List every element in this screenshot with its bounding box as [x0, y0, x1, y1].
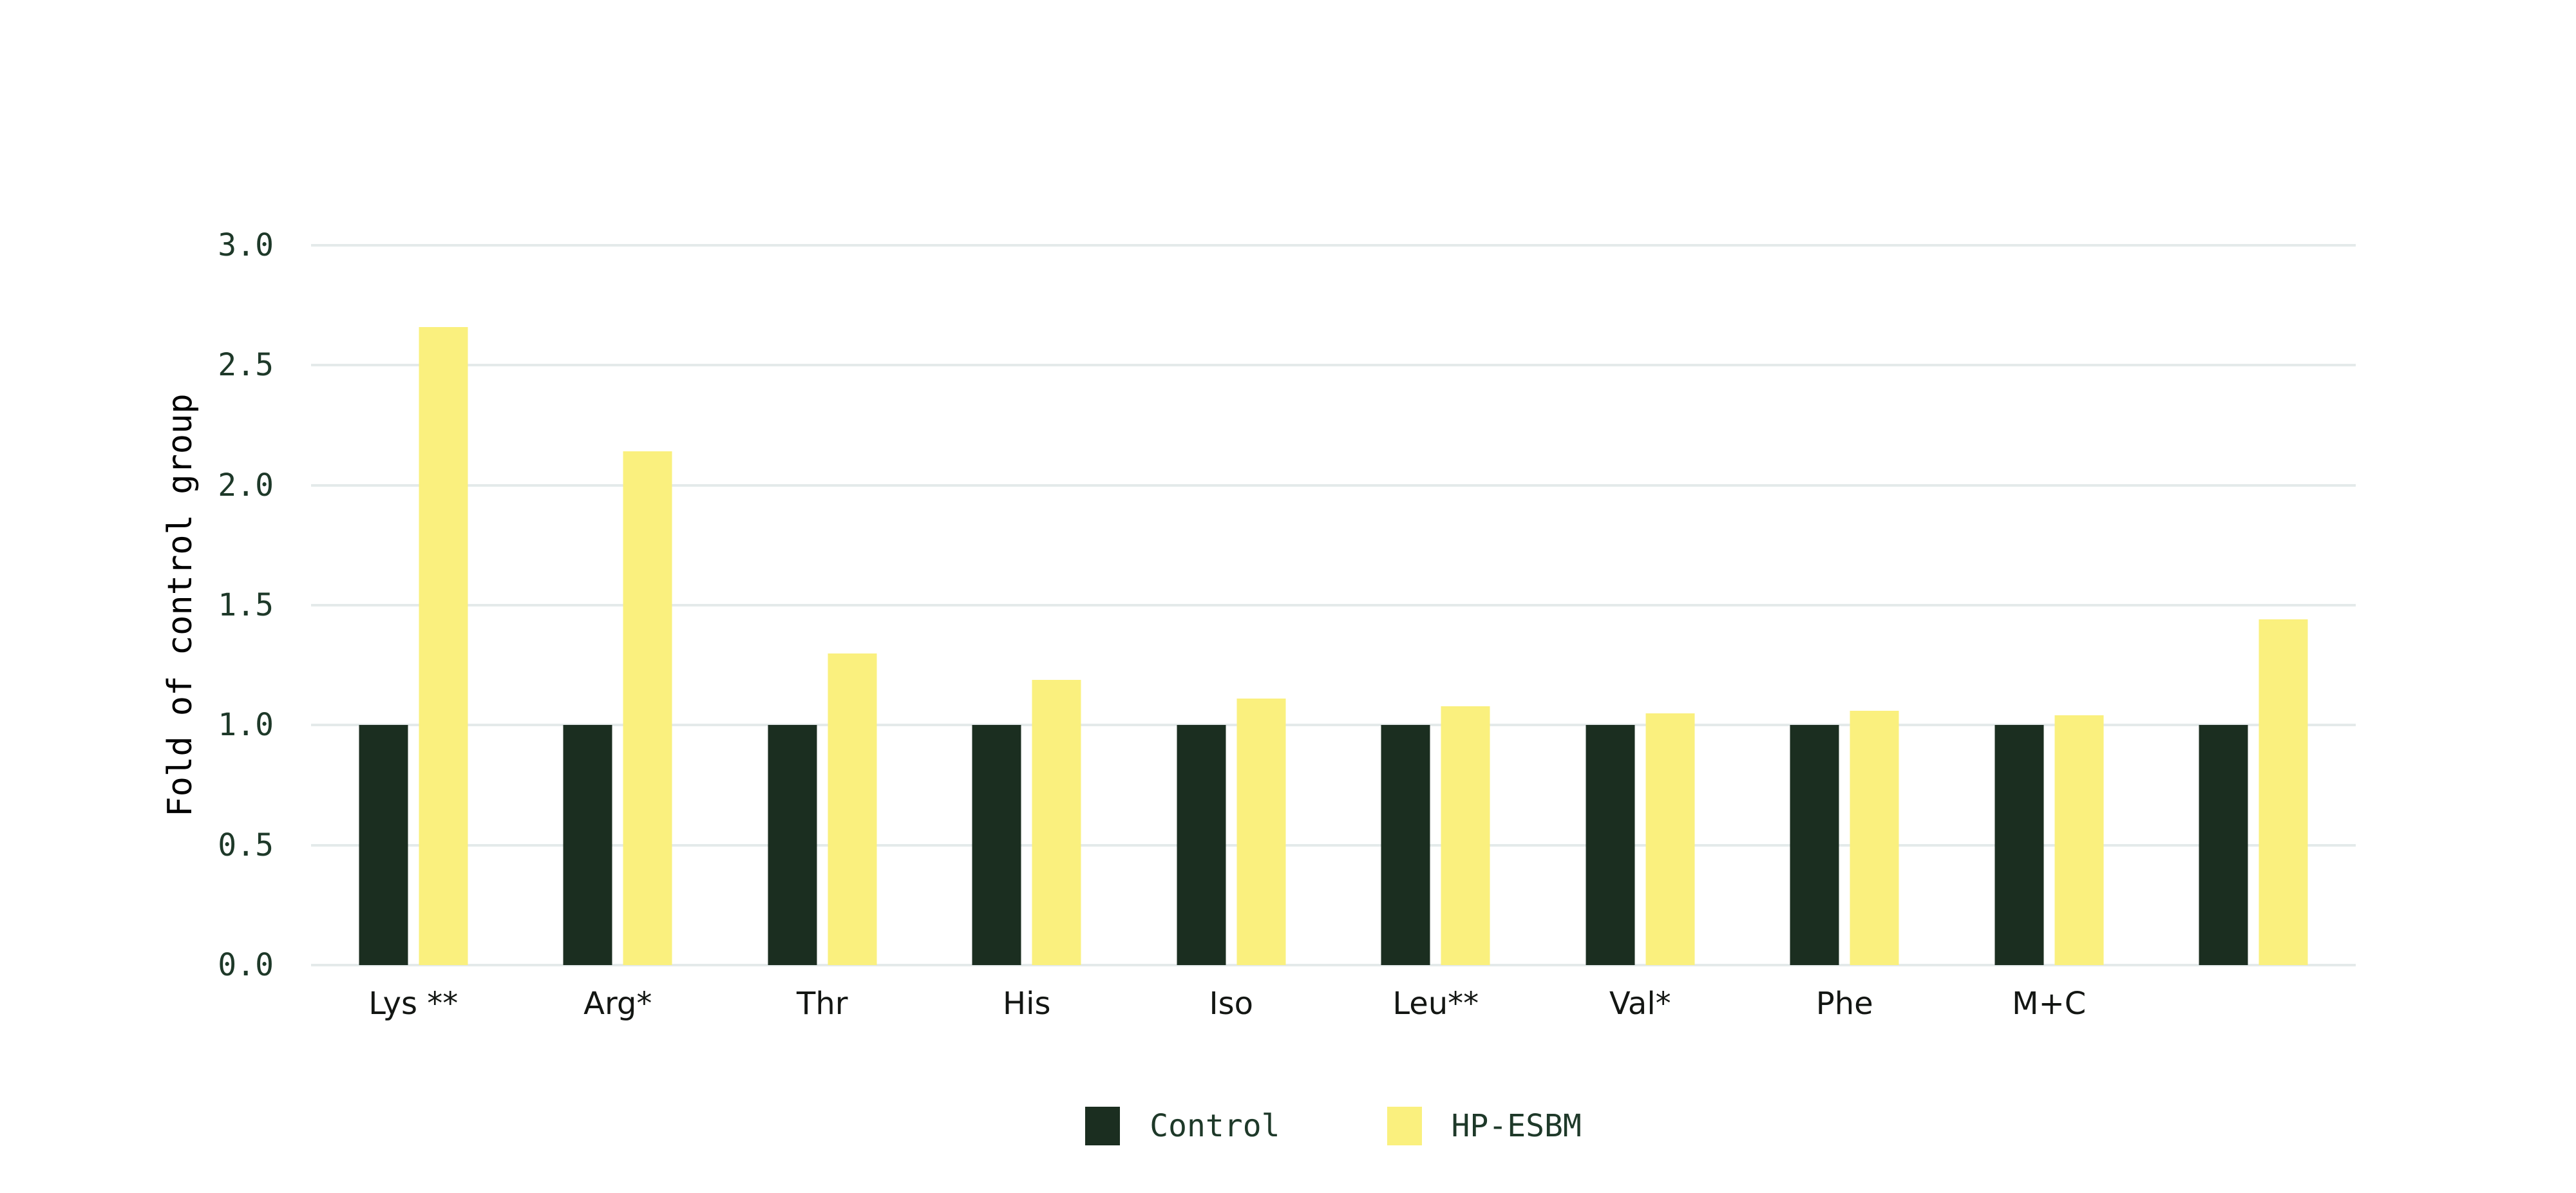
bar-pair-thr	[768, 653, 877, 965]
bar-pair-phe	[1790, 710, 1899, 965]
bar-group-iso: Iso	[1129, 245, 1334, 1020]
bar-pair-lys	[359, 326, 468, 965]
bar-hp-esbm-phe[interactable]	[1850, 710, 1899, 965]
bar-hp-esbm-arg[interactable]	[623, 451, 672, 965]
y-tick-label-0.5: 0.5	[218, 827, 274, 863]
gridline-y-0.0	[311, 964, 2356, 966]
legend-item-control[interactable]: Control	[1085, 1106, 1280, 1146]
bar-pair-his	[972, 679, 1081, 965]
bar-group-lys: Lys **	[311, 245, 516, 1020]
y-tick-label-0.0: 0.0	[218, 947, 274, 983]
gridline-y-1.0	[311, 724, 2356, 727]
bar-control-his[interactable]	[972, 725, 1021, 965]
bar-control-phe[interactable]	[1790, 725, 1839, 965]
y-tick-label-1.5: 1.5	[218, 587, 274, 623]
bar-hp-esbm-his[interactable]	[1032, 679, 1081, 965]
legend-label-hp-esbm: HP-ESBM	[1451, 1108, 1582, 1144]
legend-swatch-hp-esbm	[1387, 1107, 1422, 1145]
bar-control-m-c[interactable]	[1994, 725, 2044, 965]
bar-group-his: His	[925, 245, 1130, 1020]
x-tick-label-thr: Thr	[797, 985, 848, 1022]
y-tick-label-2.0: 2.0	[218, 467, 274, 503]
gridline-y-2.0	[311, 484, 2356, 487]
bar-pair-m-c	[1994, 715, 2104, 965]
bar-control-arg[interactable]	[563, 725, 612, 965]
bar-control-thr[interactable]	[768, 725, 817, 965]
bar-group-thr: Thr	[720, 245, 925, 1020]
bar-pair-unlabeled	[2199, 619, 2308, 965]
legend: Control HP-ESBM	[311, 1106, 2356, 1146]
x-tick-label-his: His	[1003, 985, 1051, 1022]
x-tick-label-lys: Lys **	[368, 985, 459, 1022]
bar-pair-iso	[1177, 699, 1286, 965]
x-tick-label-iso: Iso	[1209, 985, 1254, 1022]
bar-hp-esbm-iso[interactable]	[1236, 699, 1286, 965]
bar-group-m-c: M+C	[1947, 245, 2152, 1020]
x-tick-label-arg: Arg*	[583, 985, 652, 1022]
bar-control-leu[interactable]	[1381, 725, 1430, 965]
bar-hp-esbm-thr[interactable]	[828, 653, 877, 965]
bar-group-phe: Phe	[1743, 245, 1947, 1020]
bar-hp-esbm-lys[interactable]	[419, 326, 468, 965]
bar-hp-esbm-m-c[interactable]	[2054, 715, 2104, 965]
x-tick-label-val: Val*	[1609, 985, 1671, 1022]
gridline-y-0.5	[311, 843, 2356, 847]
bar-pair-leu	[1381, 706, 1490, 965]
bar-group-val: Val*	[1538, 245, 1743, 1020]
plot-area: Lys ** Arg* Thr His Iso Leu** Val* Phe M+C	[311, 245, 2356, 1020]
bar-hp-esbm-leu[interactable]	[1441, 706, 1490, 965]
legend-swatch-control	[1085, 1107, 1121, 1145]
legend-label-control: Control	[1150, 1108, 1280, 1144]
bar-group-leu: Leu**	[1334, 245, 1539, 1020]
bar-group-unlabeled	[2152, 245, 2356, 965]
legend-item-hp-esbm[interactable]: HP-ESBM	[1387, 1106, 1582, 1146]
gridline-y-2.5	[311, 364, 2356, 367]
gridline-y-1.5	[311, 603, 2356, 606]
bar-hp-esbm-val[interactable]	[1645, 713, 1695, 965]
bar-group-arg: Arg*	[516, 245, 721, 1020]
x-tick-label-leu: Leu**	[1392, 985, 1479, 1022]
y-tick-label-3.0: 3.0	[218, 227, 274, 263]
bar-pair-arg	[563, 451, 672, 965]
bar-pair-val	[1586, 713, 1695, 965]
gridline-y-3.0	[311, 243, 2356, 247]
bar-control-iso[interactable]	[1177, 725, 1226, 965]
x-tick-label-phe: Phe	[1815, 985, 1873, 1022]
bar-control-val[interactable]	[1586, 725, 1635, 965]
bar-control-unlabeled[interactable]	[2199, 725, 2248, 965]
bar-control-lys[interactable]	[359, 725, 408, 965]
bar-hp-esbm-unlabeled[interactable]	[2259, 619, 2308, 965]
x-tick-label-m-c: M+C	[2012, 985, 2087, 1022]
y-tick-label-2.5: 2.5	[218, 347, 274, 384]
y-tick-label-1.0: 1.0	[218, 707, 274, 744]
